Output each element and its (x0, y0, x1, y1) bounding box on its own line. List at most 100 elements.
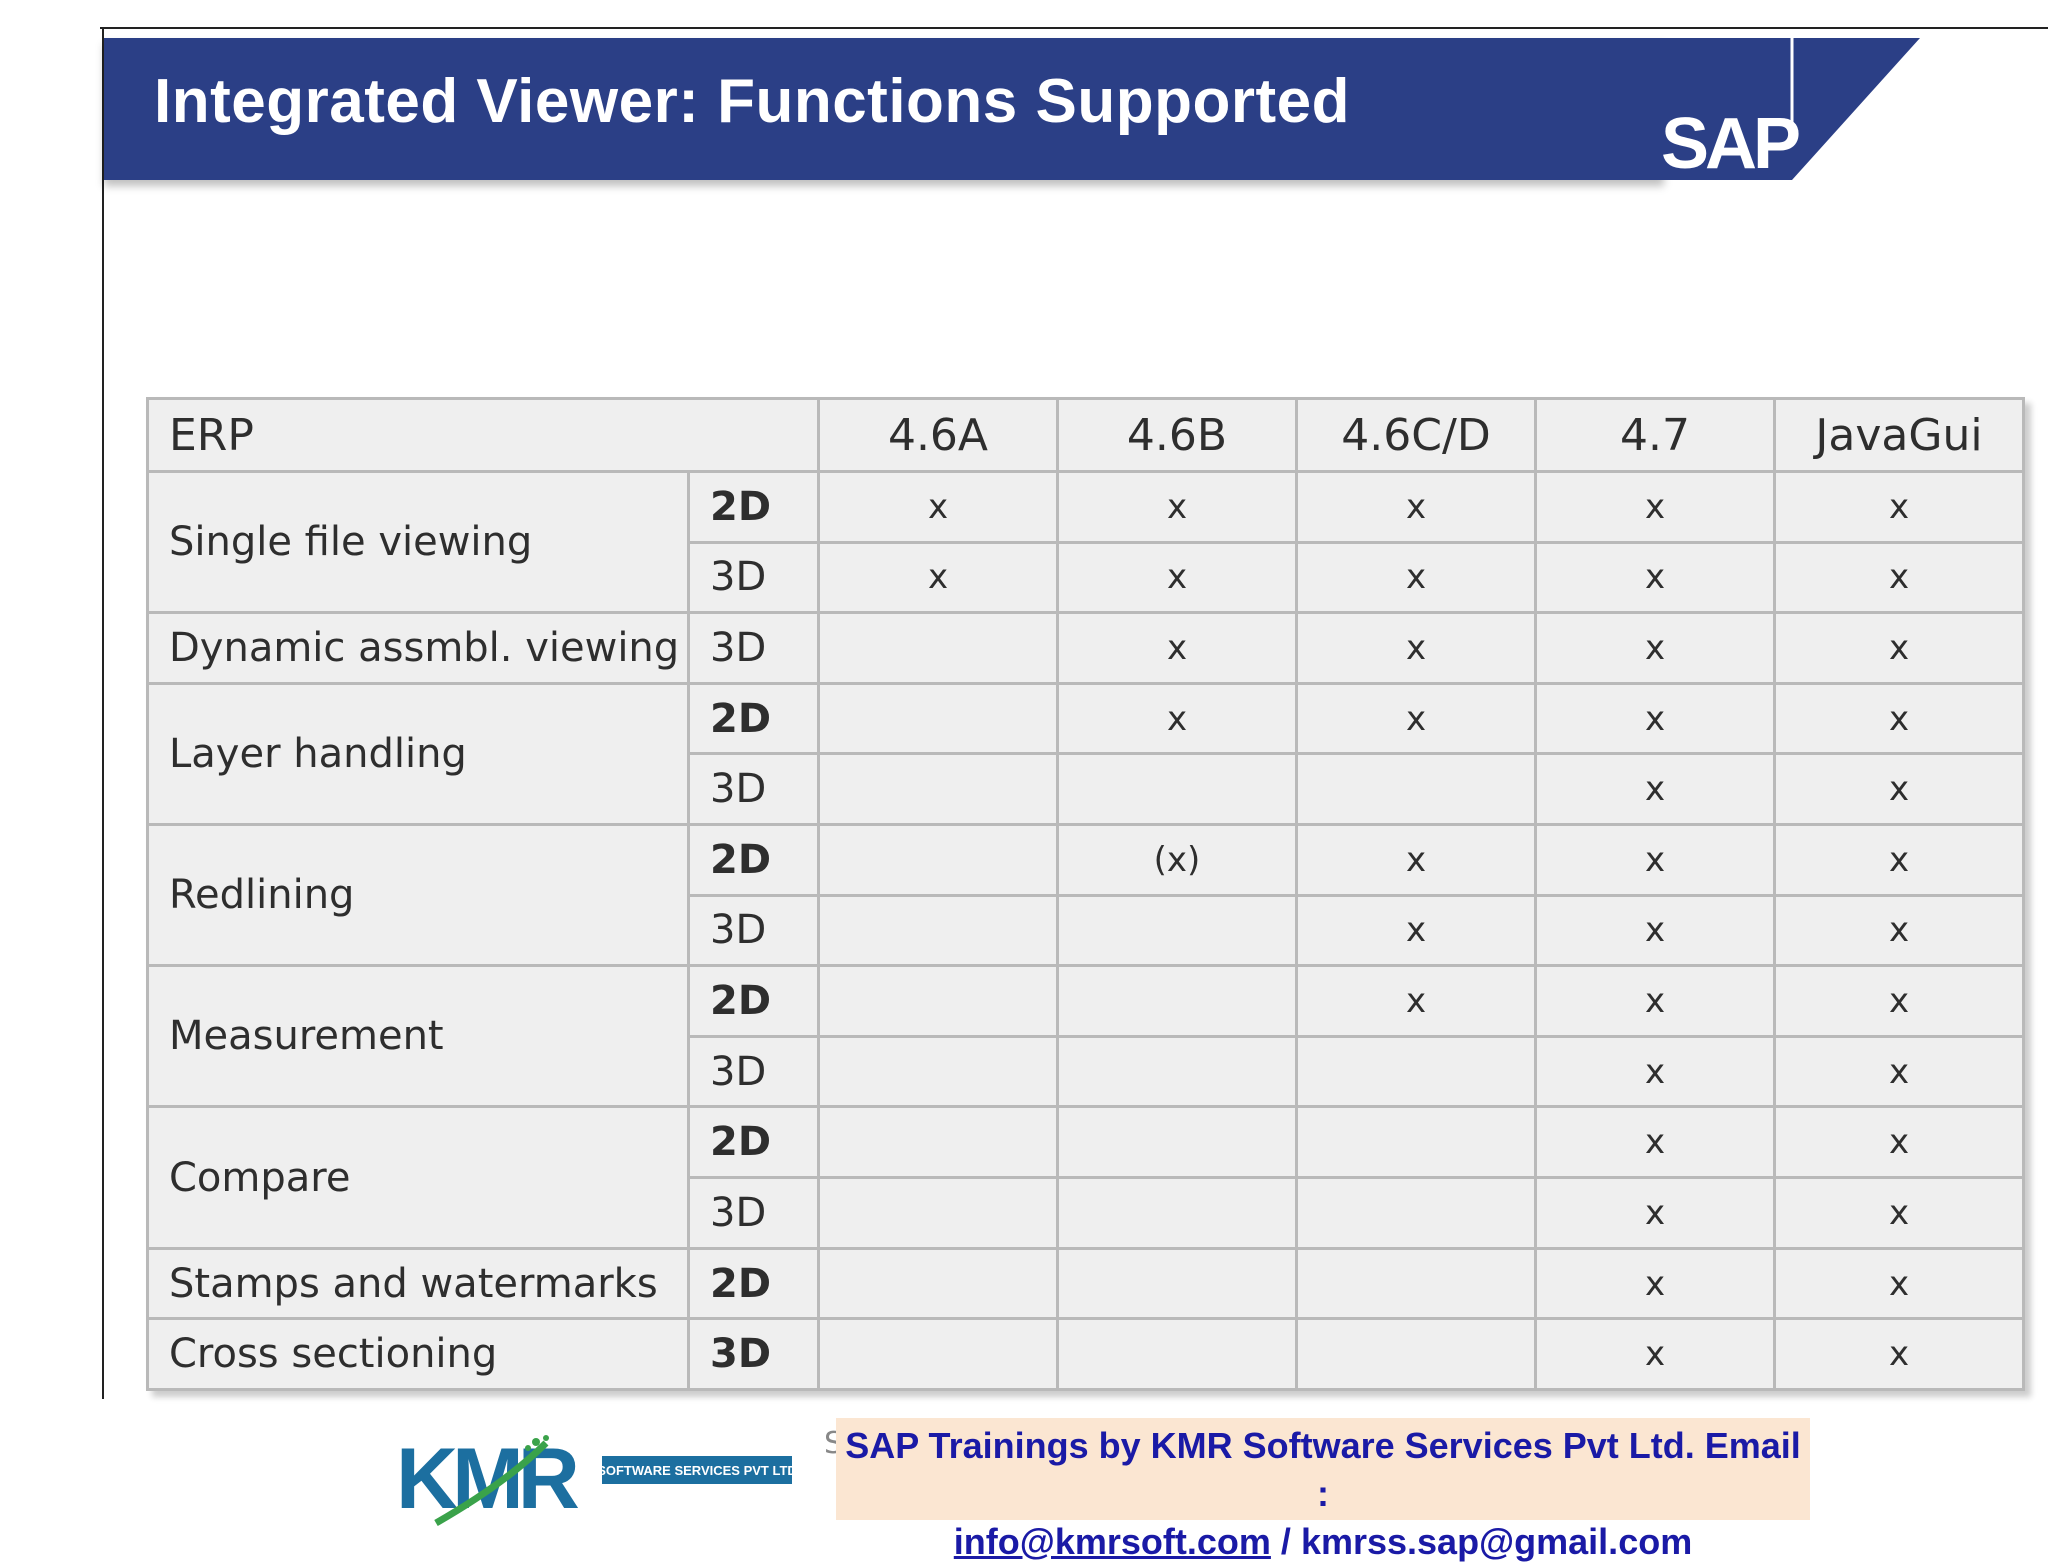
table-header-row: ERP 4.6A 4.6B 4.6C/D 4.7 JavaGui (146, 397, 2025, 473)
support-cell (1056, 1034, 1298, 1109)
support-cell: x (1534, 1034, 1776, 1109)
support-cell: x (1773, 470, 2025, 544)
support-cell: x (1773, 611, 2025, 685)
dimension-label: 2D (687, 470, 820, 544)
email-link-1[interactable]: info@kmrsoft.com (953, 1521, 1271, 1562)
support-cell (817, 1246, 1059, 1321)
dimension-label: 3D (687, 540, 820, 615)
email-2: kmrss.sap@gmail.com (1300, 1521, 1693, 1562)
support-cell (1056, 1176, 1298, 1250)
kmr-logo: KMR SOFTWARE SERVICES PVT LTD (396, 1428, 797, 1528)
feature-label: Layer handling (146, 681, 690, 827)
header-erp: ERP (146, 397, 820, 473)
dimension-label: 2D (687, 1105, 820, 1180)
support-cell (817, 611, 1059, 685)
dimension-label: 3D (687, 1034, 820, 1109)
feature-label: Single file viewing (146, 469, 690, 615)
support-cell: x (1773, 1246, 2025, 1321)
feature-label: Stamps and watermarks (146, 1246, 690, 1321)
support-cell: x (1773, 893, 2025, 968)
slide-top-border (100, 27, 2048, 29)
support-cell: x (1534, 823, 1776, 897)
table-row: 3D x x x x x (148, 540, 2025, 615)
slide-title: Integrated Viewer: Functions Supported (154, 67, 1350, 136)
support-cell (817, 893, 1059, 968)
header-version: JavaGui (1773, 397, 2025, 473)
support-cell: x (1773, 681, 2025, 756)
support-cell (817, 1034, 1059, 1109)
support-cell: x (1295, 823, 1537, 897)
support-cell: x (1773, 1105, 2025, 1180)
support-cell: x (1534, 1105, 1776, 1180)
dimension-label: 3D (687, 752, 820, 827)
table-row: Stamps and watermarks 2D x x (146, 1246, 2025, 1321)
support-cell (1295, 752, 1537, 827)
support-cell: x (1295, 540, 1537, 615)
support-cell (1295, 1034, 1537, 1109)
support-cell: x (1295, 681, 1537, 756)
email-separator: / (1270, 1521, 1301, 1562)
header-version: 4.7 (1534, 397, 1776, 473)
dimension-label: 2D (687, 823, 820, 897)
table-row: Measurement 2D x x x (146, 964, 2025, 1109)
support-cell (817, 681, 1059, 756)
header-version: 4.6A (817, 397, 1059, 473)
support-cell (1295, 1105, 1537, 1180)
support-cell: x (1534, 540, 1776, 615)
support-cell (817, 1176, 1059, 1250)
support-cell: x (1534, 470, 1776, 544)
kmr-tagline: SOFTWARE SERVICES PVT LTD (597, 1463, 796, 1478)
table-row: Compare 2D x x (146, 1105, 2025, 1250)
header-version: 4.6B (1056, 397, 1298, 473)
table-row: 3D x x (148, 1034, 2025, 1109)
support-cell: x (1773, 540, 2025, 615)
support-cell: x (1773, 1034, 2025, 1109)
support-cell (817, 1317, 1059, 1391)
sap-logo-shape (1664, 38, 1920, 180)
support-cell: x (1295, 470, 1537, 544)
sap-logo: SAP (1661, 38, 1924, 184)
dimension-label: 3D (687, 1176, 820, 1250)
support-cell: x (1056, 681, 1298, 756)
support-cell (817, 752, 1059, 827)
support-cell: x (1056, 470, 1298, 544)
support-cell: x (1534, 964, 1776, 1038)
feature-label: Cross sectioning (146, 1317, 690, 1391)
support-cell (1056, 1246, 1298, 1321)
support-cell: x (1534, 893, 1776, 968)
support-cell: x (1056, 540, 1298, 615)
sap-logo-text: SAP (1661, 104, 1801, 184)
support-cell: x (1773, 1317, 2025, 1391)
kmr-logo-letters: KMR (396, 1431, 579, 1527)
support-cell (1056, 893, 1298, 968)
support-cell (1295, 1176, 1537, 1250)
feature-label: Dynamic assmbl. viewing (146, 611, 690, 685)
table-row: 3D x x x (148, 893, 2025, 968)
footer-line2: info@kmrsoft.com / kmrss.sap@gmail.com (836, 1518, 1810, 1566)
support-cell: x (1773, 1176, 2025, 1250)
header-version: 4.6C/D (1295, 397, 1537, 473)
support-cell (1056, 1105, 1298, 1180)
footer-line1: SAP Trainings by KMR Software Services P… (845, 1425, 1801, 1514)
feature-label: Compare (146, 1105, 690, 1250)
dimension-label: 3D (687, 1317, 820, 1391)
feature-label: Measurement (146, 964, 690, 1109)
dimension-label: 3D (687, 893, 820, 968)
support-cell (1056, 1317, 1298, 1391)
support-cell: x (1534, 1176, 1776, 1250)
table-row: Redlining 2D (x) x x x (146, 823, 2025, 968)
table-row: Cross sectioning 3D x x (146, 1317, 2025, 1391)
support-cell (1056, 964, 1298, 1038)
support-cell: x (817, 470, 1059, 544)
support-cell: x (1773, 823, 2025, 897)
table-row: 3D x x (148, 1176, 2025, 1250)
support-cell (1295, 1317, 1537, 1391)
support-cell: x (1773, 964, 2025, 1038)
support-cell (1056, 752, 1298, 827)
support-cell (1295, 1246, 1537, 1321)
dimension-label: 2D (687, 1246, 820, 1321)
support-cell: x (1295, 893, 1537, 968)
support-cell: x (1534, 752, 1776, 827)
support-cell: x (1534, 681, 1776, 756)
support-cell (817, 823, 1059, 897)
